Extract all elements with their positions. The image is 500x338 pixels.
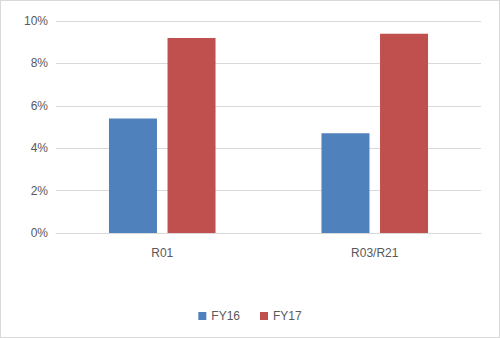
svg-text:8%: 8%: [31, 56, 49, 70]
svg-text:R01: R01: [151, 246, 173, 260]
svg-text:FY16: FY16: [211, 309, 240, 323]
svg-text:0%: 0%: [31, 226, 49, 240]
svg-text:6%: 6%: [31, 99, 49, 113]
svg-text:R03/R21: R03/R21: [351, 246, 399, 260]
svg-text:FY17: FY17: [273, 309, 302, 323]
svg-text:10%: 10%: [24, 14, 48, 28]
svg-text:4%: 4%: [31, 141, 49, 155]
svg-text:2%: 2%: [31, 184, 49, 198]
